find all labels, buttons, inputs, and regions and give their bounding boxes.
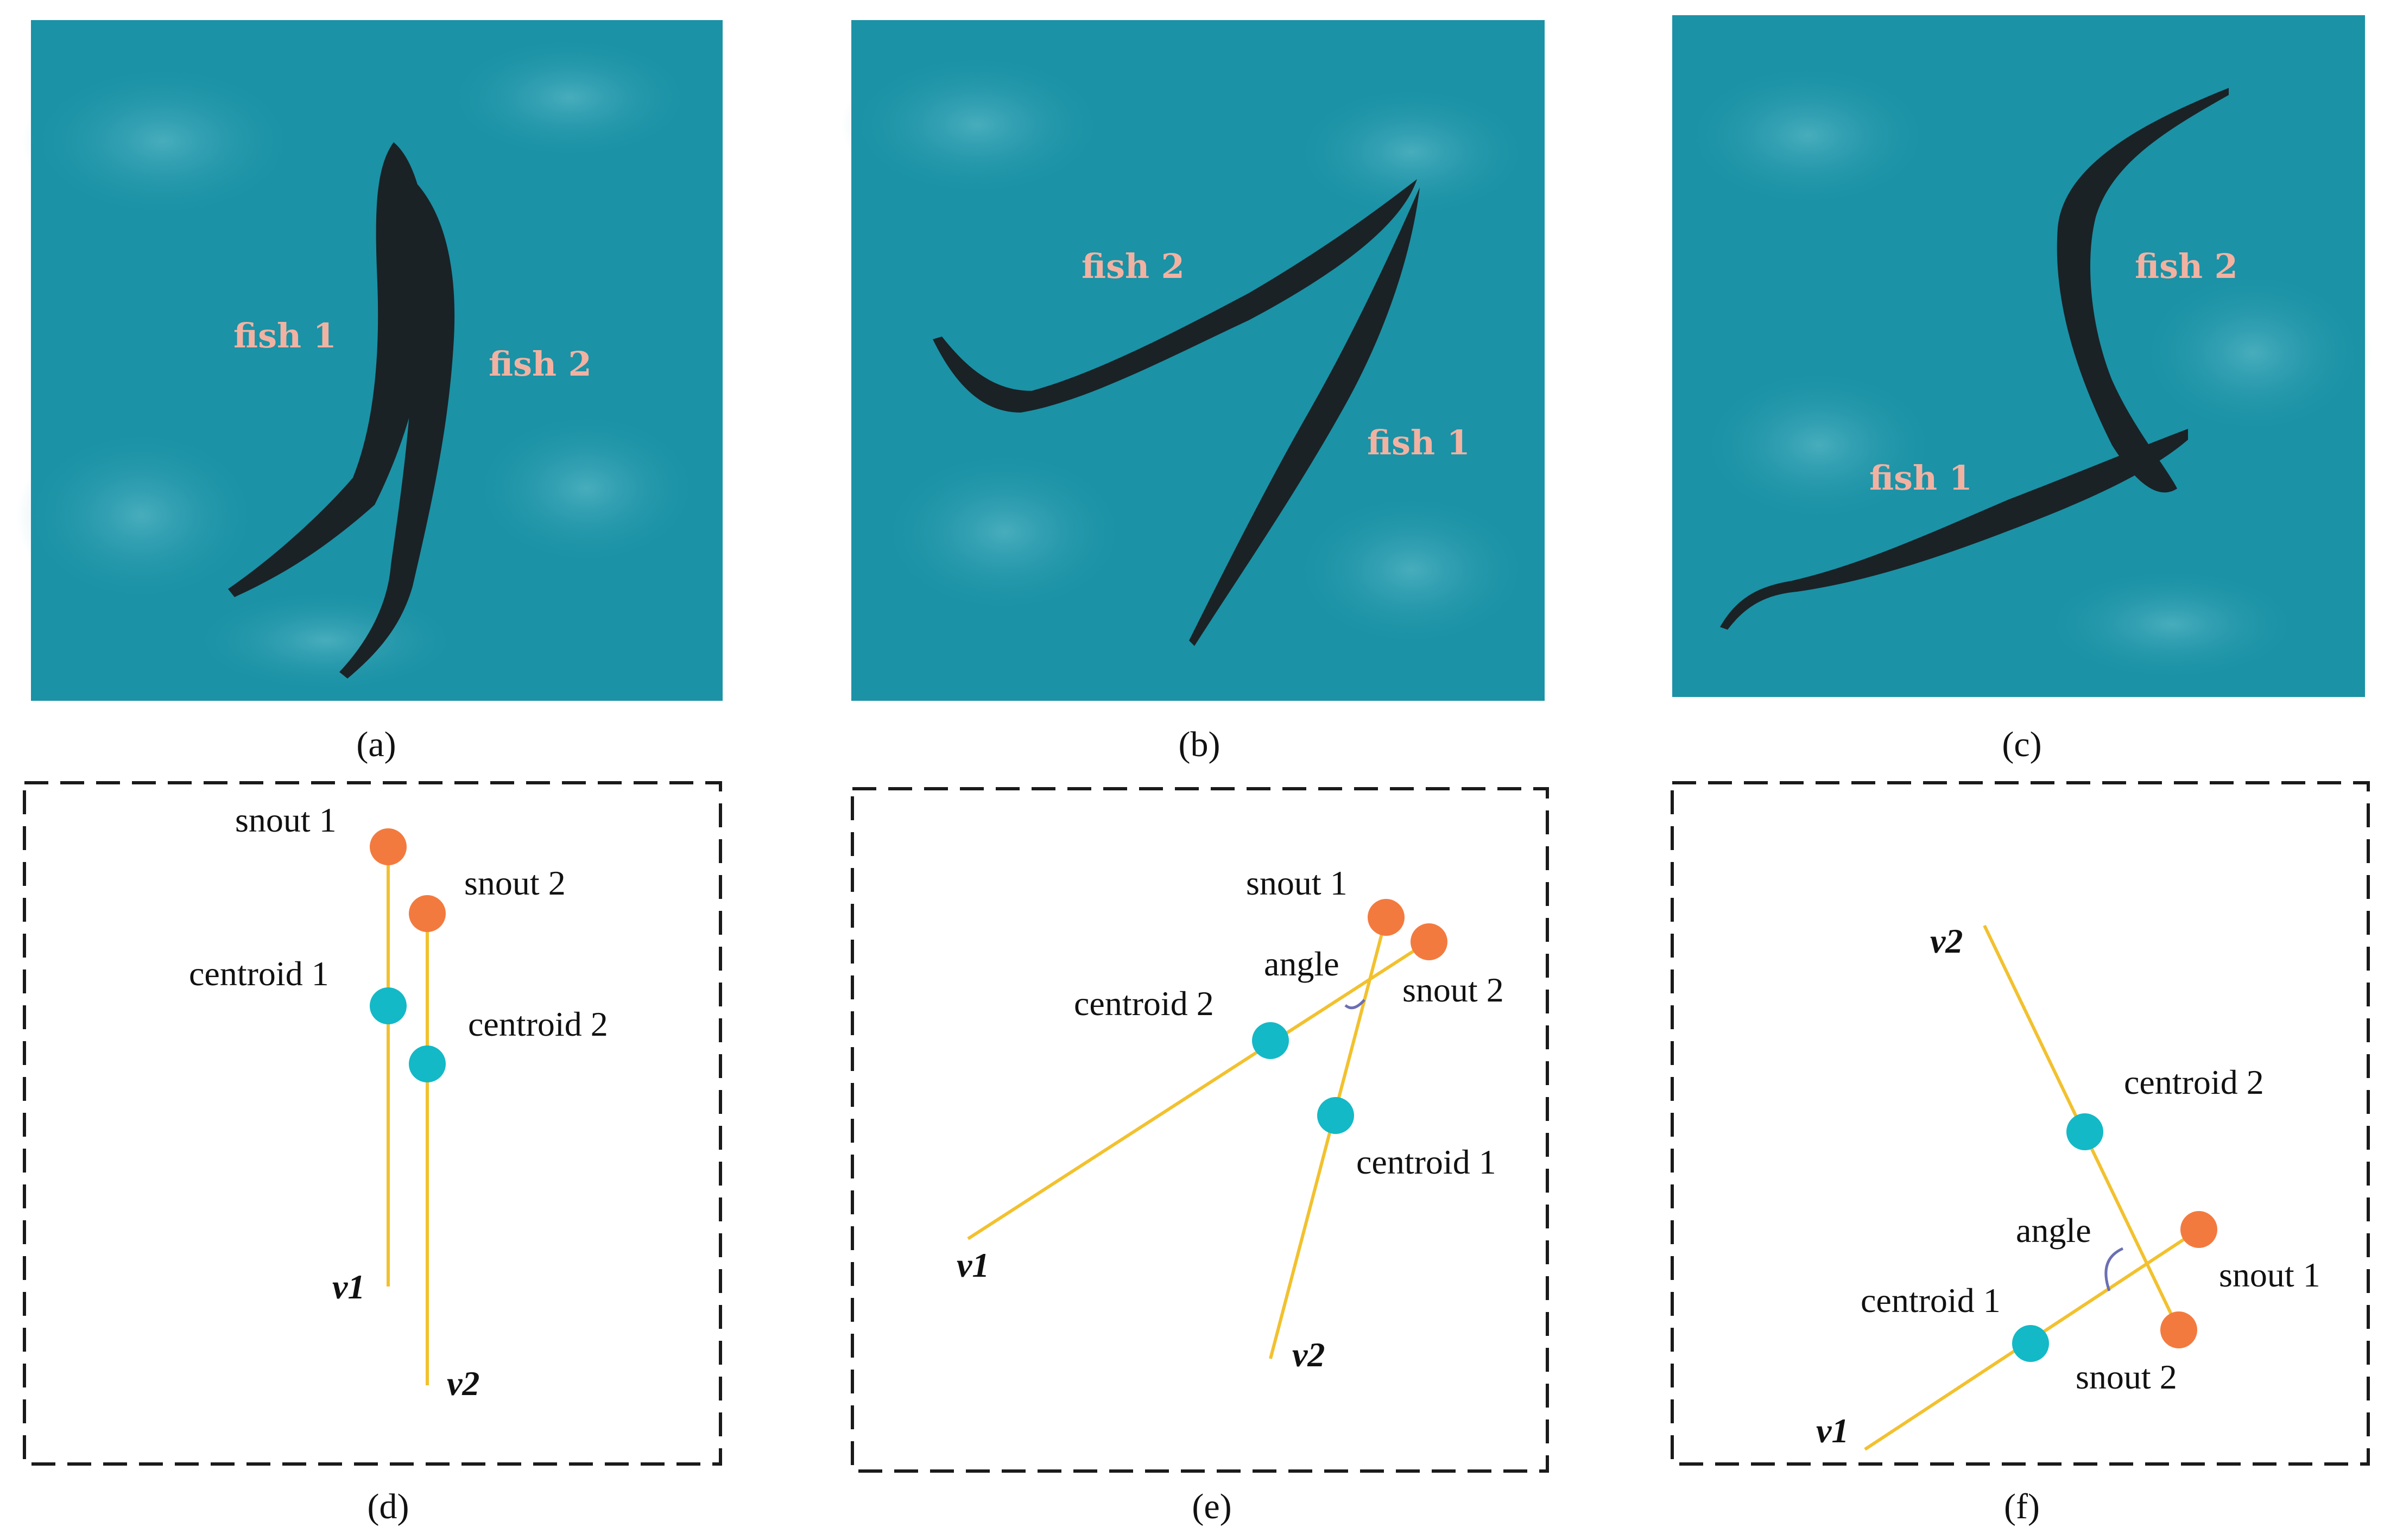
centroid-1-label: centroid 1 xyxy=(1861,1281,2001,1320)
centroid-2-marker xyxy=(409,1045,446,1082)
v2-label: v2 xyxy=(1292,1335,1325,1374)
snout-1-label: snout 1 xyxy=(1246,864,1348,902)
snout-2-marker xyxy=(409,895,446,932)
caustic-light xyxy=(185,586,467,695)
fish-1-direction-line xyxy=(967,940,1429,1240)
fish-1-silhouette xyxy=(1189,187,1420,646)
centroid-1-marker xyxy=(2012,1325,2049,1362)
fish-1-label: fish 1 xyxy=(1869,458,1972,498)
panel-b-caption: (b) xyxy=(1179,725,1221,764)
caustic-light xyxy=(1694,364,1944,527)
snout-1-marker xyxy=(2180,1211,2217,1248)
panel-e-diagram: snout 1 snout 2 angle centroid 2 centroi… xyxy=(851,787,1549,1473)
fish-2-label: fish 2 xyxy=(2135,246,2238,286)
v1-label: v1 xyxy=(1816,1411,1849,1450)
v1-label: v1 xyxy=(957,1246,989,1284)
v1-label: v1 xyxy=(332,1268,365,1306)
centroid-2-label: centroid 2 xyxy=(468,1005,608,1043)
centroid-1-label: centroid 1 xyxy=(189,954,329,993)
caustic-light xyxy=(16,423,266,608)
panel-a-photo: fish 1 fish 2 xyxy=(16,20,723,701)
centroid-2-label: centroid 2 xyxy=(2124,1063,2264,1101)
panel-d-caption: (d) xyxy=(368,1487,409,1526)
angle-label: angle xyxy=(2016,1211,2091,1250)
fish-2-silhouette xyxy=(339,179,455,679)
centroid-2-label: centroid 2 xyxy=(1074,984,1214,1023)
panel-a-caption: (a) xyxy=(356,725,396,764)
panel-d-diagram: snout 1 snout 2 centroid 1 centroid 2 v1… xyxy=(23,781,722,1466)
snout-1-label: snout 1 xyxy=(235,801,337,839)
centroid-2-marker xyxy=(1252,1022,1289,1059)
snout-1-label: snout 1 xyxy=(2219,1256,2320,1294)
snout-2-label: snout 2 xyxy=(2076,1358,2177,1396)
angle-arc xyxy=(1344,999,1365,1010)
fish-2-silhouette xyxy=(933,179,1417,413)
caustic-light xyxy=(1287,489,1536,651)
caustic-light xyxy=(22,60,304,223)
caustic-light xyxy=(1287,81,1536,223)
caustic-light xyxy=(2134,266,2373,440)
dashed-border xyxy=(1671,781,2370,1466)
caustic-light xyxy=(467,407,706,570)
dashed-border xyxy=(851,787,1549,1473)
snout-1-marker xyxy=(1368,899,1405,936)
dashed-border xyxy=(23,781,722,1466)
caustic-light xyxy=(1678,60,1938,212)
caustic-light xyxy=(2036,565,2307,684)
panel-e-caption: (e) xyxy=(1192,1487,1231,1526)
fish-2-direction-line xyxy=(1269,917,1388,1359)
angle-label: angle xyxy=(1264,945,1339,983)
fish-1-label: fish 1 xyxy=(1367,423,1470,462)
fish-1-label: fish 1 xyxy=(233,316,337,356)
v2-label: v2 xyxy=(1930,922,1963,960)
fish-1-silhouette xyxy=(1720,429,2188,630)
snout-2-label: snout 2 xyxy=(464,864,566,902)
snout-1-marker xyxy=(370,828,407,865)
panel-f-caption: (f) xyxy=(2004,1487,2040,1526)
centroid-1-marker xyxy=(1317,1097,1354,1134)
centroid-1-label: centroid 1 xyxy=(1356,1143,1496,1181)
v2-label: v2 xyxy=(447,1364,479,1403)
centroid-2-marker xyxy=(2066,1113,2103,1150)
snout-2-marker xyxy=(2160,1311,2197,1348)
fish-2-label: fish 2 xyxy=(489,344,592,384)
panel-b-photo: fish 2 fish 1 xyxy=(842,20,1545,701)
fish-2-silhouette xyxy=(2057,88,2229,493)
snout-2-marker xyxy=(1411,923,1447,960)
caustic-light xyxy=(842,49,1113,201)
caustic-light xyxy=(440,33,700,163)
panel-c-photo: fish 2 fish 1 xyxy=(1672,15,2373,697)
fish-2-label: fish 2 xyxy=(1082,246,1185,286)
snout-2-label: snout 2 xyxy=(1402,971,1504,1009)
panel-f-diagram: v2 centroid 2 angle snout 1 centroid 1 s… xyxy=(1671,781,2370,1466)
panel-c-caption: (c) xyxy=(2002,725,2041,764)
centroid-1-marker xyxy=(370,987,407,1024)
fish-1-silhouette xyxy=(228,142,429,597)
angle-arc xyxy=(2104,1247,2124,1291)
caustic-light xyxy=(874,445,1135,619)
